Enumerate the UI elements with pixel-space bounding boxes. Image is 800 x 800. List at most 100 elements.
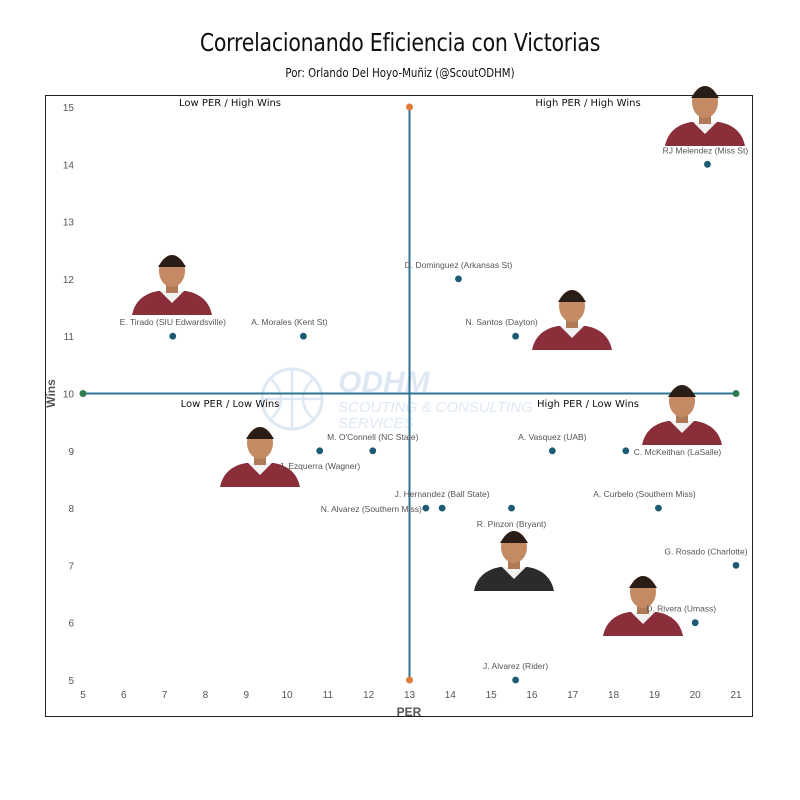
watermark-line1: SCOUTING & CONSULTING [338,399,533,416]
x-tick-label: 10 [282,690,294,701]
data-point-label: E. Tirado (SIU Edwardsville) [120,317,226,327]
y-tick-label: 14 [63,160,75,171]
data-point [369,447,377,455]
data-point-label: D. Dominguez (Arkansas St) [405,260,513,270]
y-tick-label: 5 [68,676,74,687]
chart-subtitle: Por: Orlando Del Hoyo-Muñiz (@ScoutODHM) [285,66,515,80]
y-tick-label: 8 [68,504,74,515]
data-point-label: RJ Melendez (Miss St) [663,145,749,155]
x-tick-label: 16 [526,690,538,701]
player-neck [676,413,688,423]
y-tick-label: 7 [68,561,74,572]
data-point [691,619,699,627]
y-tick-label: 9 [68,447,74,458]
chart-title: Correlacionando Eficiencia con Victorias [199,28,601,57]
player-neck [699,114,711,124]
player-photo [603,576,683,636]
x-tick-label: 17 [567,690,579,701]
y-axis-title: Wins [44,379,58,408]
watermark-line2: SERVICES [338,415,414,432]
x-tick-label: 5 [80,690,86,701]
x-tick-label: 19 [649,690,661,701]
data-point-label: R. Pinzon (Bryant) [477,519,547,529]
y-tick-label: 13 [63,218,75,229]
player-neck [637,604,649,614]
data-point [508,504,515,512]
data-point-label: G. Rosado (Charlotte) [664,546,747,556]
data-point [512,676,520,684]
player-photo [132,255,212,315]
player-hair [691,86,719,98]
data-point-label: J. Ezquerra (Wagner) [279,461,360,471]
x-tick-label: 8 [203,690,209,701]
x-tick-label: 6 [121,690,127,701]
data-point-label: A. Curbelo (Southern Miss) [593,489,696,499]
data-point [316,447,324,455]
data-point-label: D. Rivera (Umass) [646,604,716,614]
player-hair [668,385,696,397]
quadrant-label-bottom-right: High PER / Low Wins [537,399,639,410]
player-photo [665,86,745,146]
data-point [732,562,740,569]
ref-line-endpoint [406,103,413,111]
y-tick-label: 6 [68,619,74,630]
x-axis-title: PER [397,705,422,719]
player-photo [220,427,300,487]
player-jersey-collar [631,612,655,624]
x-tick-label: 20 [690,690,702,701]
y-tick-label: 12 [63,275,75,286]
player-neck [166,283,178,293]
player-hair [246,427,274,439]
player-jersey-collar [560,326,584,338]
player-neck [566,318,578,328]
data-point-label: C. McKeithan (LaSalle) [634,447,722,457]
x-tick-label: 15 [486,690,498,701]
data-point-label: J. Alvarez (Rider) [483,661,548,671]
player-jersey-collar [502,567,526,579]
data-point [548,447,556,455]
data-point [655,504,662,512]
ref-line-endpoint [732,390,740,397]
x-tick-label: 7 [162,690,168,701]
player-hair [158,255,186,267]
x-tick-label: 18 [608,690,620,701]
data-point [622,447,630,455]
data-point-label: M. O'Connell (NC State) [327,432,419,442]
x-tick-label: 9 [243,690,249,701]
x-tick-label: 13 [404,690,416,701]
data-point [704,160,711,168]
player-neck [508,559,520,569]
data-point [169,332,177,340]
player-hair [629,576,657,588]
x-tick-label: 14 [445,690,457,701]
player-jersey-collar [160,291,184,303]
data-point-label: A. Vasquez (UAB) [518,432,587,442]
quadrant-label-top-right: High PER / High Wins [535,98,640,109]
data-point-label: N. Santos (Dayton) [465,317,537,327]
player-jersey-collar [248,463,272,475]
data-point [438,504,446,512]
data-point [455,275,462,283]
data-point [422,504,430,512]
player-hair [500,531,528,543]
y-tick-label: 10 [63,390,75,401]
player-photo [642,385,722,445]
player-hair [558,290,586,302]
player-jersey-collar [693,122,717,134]
x-tick-label: 12 [363,690,375,701]
data-point [299,332,307,340]
y-tick-label: 15 [63,103,75,114]
player-jersey-collar [670,421,694,433]
ref-line-endpoint [406,676,413,684]
quadrant-label-top-left: Low PER / High Wins [179,98,281,109]
data-point-label: J. Hernandez (Ball State) [395,489,490,499]
watermark-ball-seams [262,369,322,429]
ref-line-endpoint [79,390,87,397]
y-tick-label: 11 [64,332,75,343]
chart-frame [45,95,753,717]
player-neck [254,455,266,465]
quadrant-label-bottom-left: Low PER / Low Wins [181,399,280,410]
data-point [512,332,520,340]
